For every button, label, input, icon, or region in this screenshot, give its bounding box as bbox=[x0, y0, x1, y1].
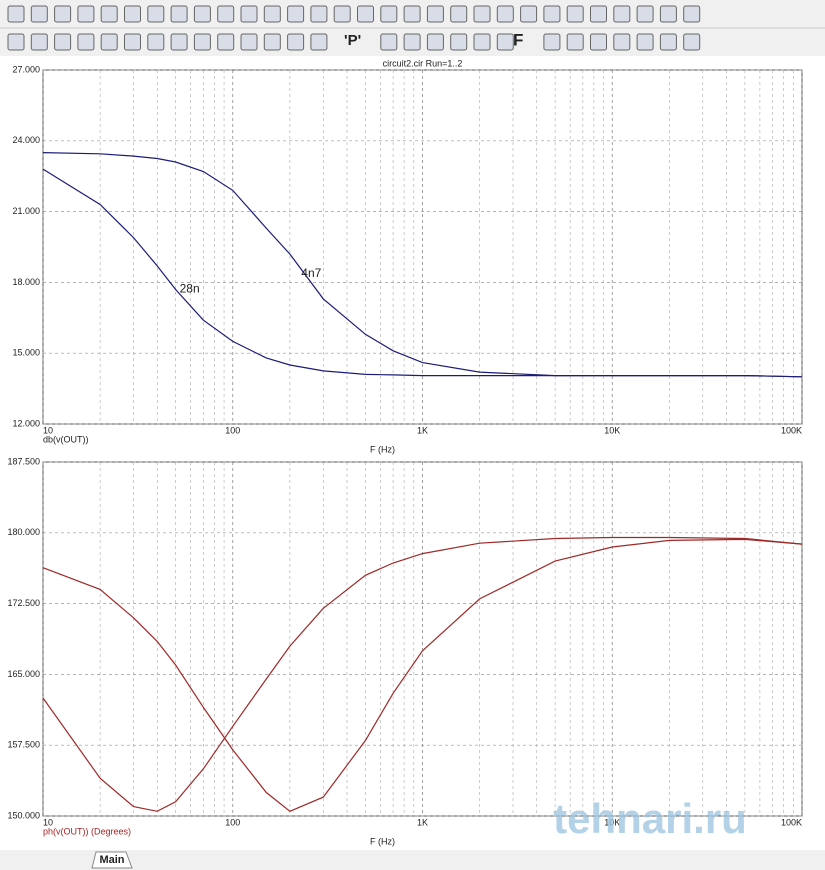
toolbar-button[interactable] bbox=[77, 33, 95, 51]
y-tick-label: 157.500 bbox=[7, 740, 40, 750]
toolbar-button[interactable] bbox=[30, 5, 48, 23]
toolbar-button[interactable] bbox=[77, 5, 95, 23]
y-tick-label: 150.000 bbox=[7, 810, 40, 820]
toolbar-button[interactable] bbox=[147, 33, 165, 51]
y-tick-label: 27.000 bbox=[12, 64, 40, 74]
toolbar-button[interactable] bbox=[636, 5, 654, 23]
x-tick-label: 1K bbox=[417, 817, 428, 827]
tab-label[interactable]: Main bbox=[99, 854, 124, 866]
toolbar-f[interactable]: F bbox=[513, 30, 523, 49]
toolbar-button[interactable] bbox=[170, 33, 188, 51]
toolbar-button[interactable] bbox=[124, 5, 141, 23]
y-tick-label: 172.500 bbox=[7, 598, 40, 608]
toolbar-icons bbox=[7, 5, 701, 51]
toolbar-button[interactable] bbox=[403, 5, 421, 23]
toolbar-button[interactable] bbox=[7, 33, 25, 51]
x-tick-label: 100K bbox=[781, 425, 802, 435]
toolbar-button[interactable] bbox=[380, 5, 398, 23]
toolbar-button[interactable] bbox=[659, 33, 677, 51]
toolbar-button[interactable] bbox=[543, 5, 561, 23]
toolbar-button[interactable] bbox=[613, 5, 631, 23]
toolbar-button[interactable] bbox=[590, 5, 607, 23]
toolbar-button[interactable] bbox=[473, 5, 491, 23]
x-tick-label: 100K bbox=[781, 817, 802, 827]
toolbar-button[interactable] bbox=[54, 5, 72, 23]
toolbar-button[interactable] bbox=[426, 5, 444, 23]
toolbar-button[interactable] bbox=[193, 33, 211, 51]
toolbar-button[interactable] bbox=[426, 33, 444, 51]
x-axis-label: F (Hz) bbox=[370, 836, 395, 846]
y-axis-label: ph(v(OUT)) (Degrees) bbox=[43, 826, 131, 836]
toolbar-button[interactable] bbox=[333, 5, 351, 23]
toolbar-button[interactable] bbox=[310, 33, 328, 51]
toolbar-button[interactable] bbox=[357, 5, 374, 23]
toolbar-button[interactable] bbox=[496, 33, 514, 51]
toolbar-button[interactable] bbox=[147, 5, 165, 23]
y-tick-label: 15.000 bbox=[12, 348, 40, 358]
toolbar-button[interactable] bbox=[193, 5, 211, 23]
toolbar-button[interactable] bbox=[54, 33, 72, 51]
toolbar-button[interactable] bbox=[240, 5, 258, 23]
series-label: 28n bbox=[180, 282, 200, 296]
tab-bar bbox=[0, 850, 825, 870]
toolbar-button[interactable] bbox=[543, 33, 561, 51]
toolbar-p[interactable]: 'P' bbox=[344, 32, 361, 49]
chart-title: circuit2.cir Run=1..2 bbox=[383, 58, 463, 68]
toolbar-button[interactable] bbox=[590, 33, 607, 51]
y-axis-label: db(v(OUT)) bbox=[43, 434, 89, 444]
series-line bbox=[42, 168, 803, 378]
toolbar-button[interactable] bbox=[683, 5, 701, 23]
series-line bbox=[42, 538, 803, 812]
toolbar-button[interactable] bbox=[100, 33, 118, 51]
x-tick-label: 10K bbox=[604, 425, 620, 435]
toolbar-button[interactable] bbox=[566, 33, 584, 51]
toolbar-button[interactable] bbox=[263, 5, 281, 23]
x-axis-label: F (Hz) bbox=[370, 444, 395, 454]
series-line bbox=[42, 536, 803, 812]
toolbar-button[interactable] bbox=[124, 33, 141, 51]
toolbar-button[interactable] bbox=[450, 33, 468, 51]
toolbar-button[interactable] bbox=[170, 5, 188, 23]
toolbar-button[interactable] bbox=[217, 33, 235, 51]
toolbar-button[interactable] bbox=[636, 33, 654, 51]
y-tick-label: 12.000 bbox=[12, 418, 40, 428]
toolbar-button[interactable] bbox=[217, 5, 235, 23]
toolbar-button[interactable] bbox=[7, 5, 25, 23]
y-tick-label: 21.000 bbox=[12, 206, 40, 216]
toolbar-button[interactable] bbox=[683, 33, 701, 51]
toolbar-button[interactable] bbox=[263, 33, 281, 51]
toolbar-button[interactable] bbox=[450, 5, 468, 23]
x-tick-label: 100 bbox=[225, 817, 240, 827]
y-tick-label: 24.000 bbox=[12, 135, 40, 145]
toolbar-button[interactable] bbox=[287, 5, 305, 23]
x-tick-label: 10K bbox=[604, 817, 620, 827]
y-tick-label: 18.000 bbox=[12, 277, 40, 287]
toolbar-button[interactable] bbox=[403, 33, 421, 51]
toolbar-button[interactable] bbox=[659, 5, 677, 23]
watermark: tehnari.ru bbox=[553, 795, 747, 842]
toolbar-button[interactable] bbox=[287, 33, 305, 51]
toolbar-button[interactable] bbox=[496, 5, 514, 23]
x-tick-label: 10 bbox=[43, 425, 53, 435]
x-tick-label: 100 bbox=[225, 425, 240, 435]
x-tick-label: 10 bbox=[43, 817, 53, 827]
toolbar-button[interactable] bbox=[380, 33, 398, 51]
toolbar-button[interactable] bbox=[473, 33, 491, 51]
toolbar-button[interactable] bbox=[100, 5, 118, 23]
y-tick-label: 180.000 bbox=[7, 527, 40, 537]
toolbar-button[interactable] bbox=[30, 33, 48, 51]
y-tick-label: 165.000 bbox=[7, 669, 40, 679]
toolbar-button[interactable] bbox=[566, 5, 584, 23]
x-tick-label: 1K bbox=[417, 425, 428, 435]
tab[interactable] bbox=[91, 851, 133, 869]
toolbar-button[interactable] bbox=[240, 33, 258, 51]
y-tick-label: 187.500 bbox=[7, 456, 40, 466]
toolbar-button[interactable] bbox=[520, 5, 538, 23]
series-label: 4n7 bbox=[301, 266, 321, 280]
toolbar-button[interactable] bbox=[613, 33, 631, 51]
toolbar-button[interactable] bbox=[310, 5, 328, 23]
